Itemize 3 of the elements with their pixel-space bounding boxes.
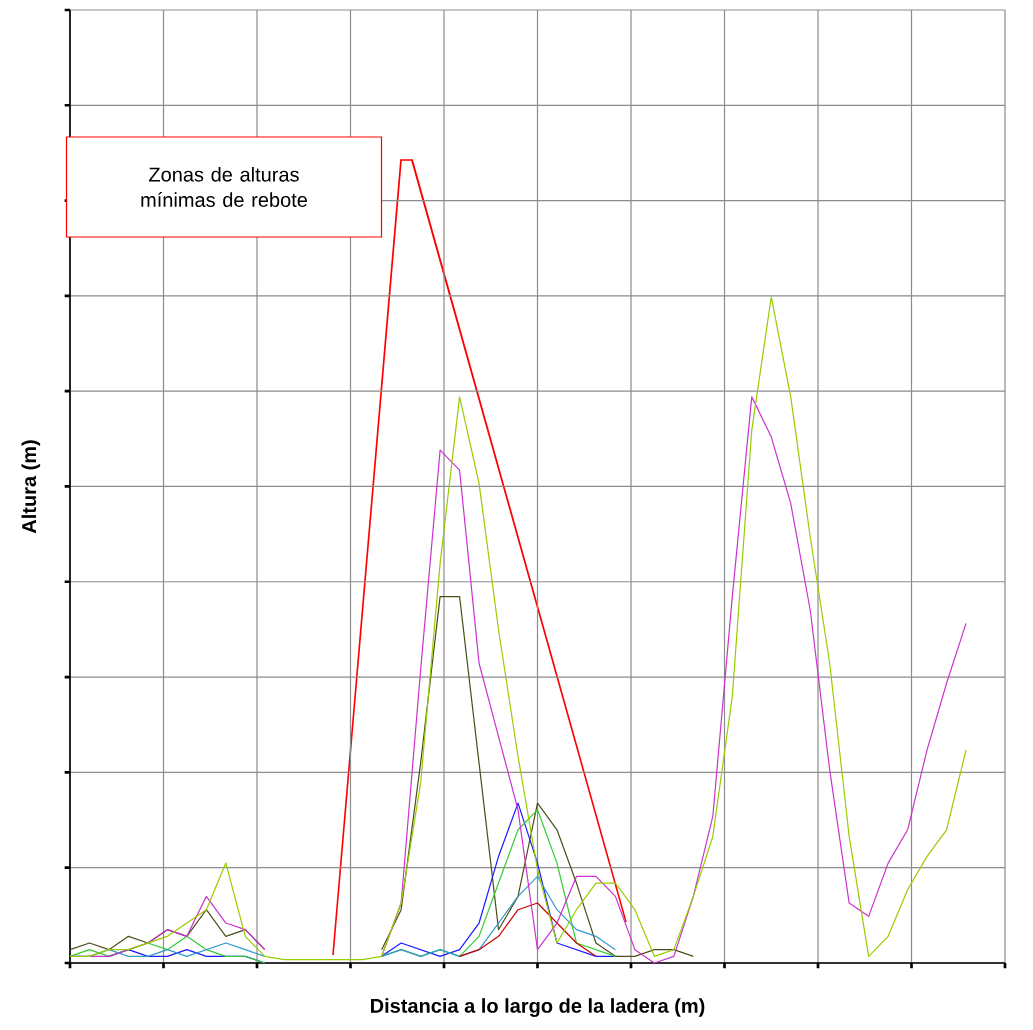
y-axis-title: Altura (m) [21,440,41,534]
text: Zonas de alturas mínimas de rebote [141,166,307,207]
x-axis-title: Distancia a lo largo de la ladera (m) [371,998,705,1017]
